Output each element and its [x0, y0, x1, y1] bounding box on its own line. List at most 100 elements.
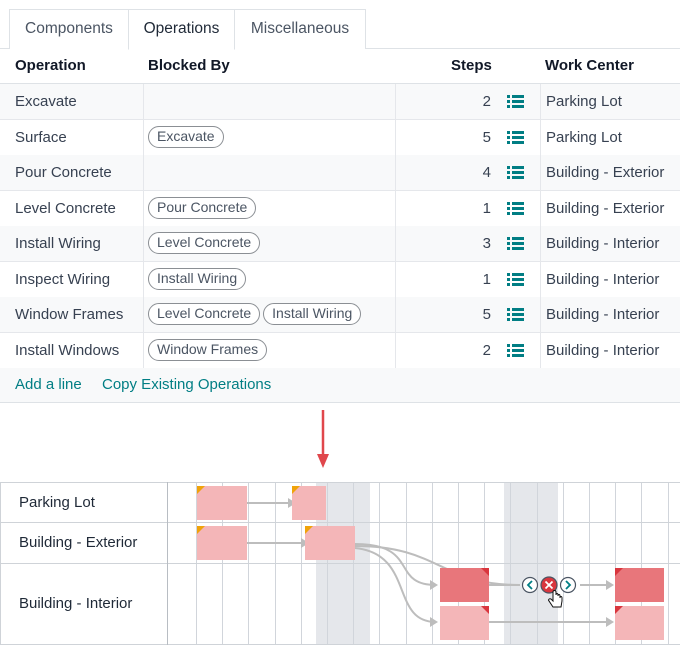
- blocked-by-tags: Excavate: [148, 125, 227, 148]
- gantt-bar-surface[interactable]: [292, 486, 326, 520]
- tab-components[interactable]: Components: [9, 9, 129, 49]
- work-center-name: Building - Interior: [546, 270, 660, 288]
- table-footer: Add a line Copy Existing Operations: [0, 368, 680, 403]
- gantt-bar-pour-concrete[interactable]: [197, 526, 247, 560]
- warning-corner-icon: [305, 526, 313, 534]
- steps-count: 2: [482, 93, 491, 110]
- gantt-row-parking-lot: Parking Lot: [19, 494, 95, 511]
- add-line-link[interactable]: Add a line: [15, 376, 82, 393]
- column-divider: [143, 155, 144, 190]
- table-row[interactable]: Excavate 2 Parking Lot: [0, 84, 680, 120]
- table-row[interactable]: Install Wiring Level Concrete 3 Building - …: [0, 226, 680, 262]
- column-header-operation[interactable]: Operation: [15, 57, 86, 74]
- steps-count: 5: [482, 128, 491, 146]
- blocked-by-tag[interactable]: Window Frames: [148, 338, 268, 361]
- blocked-by-tags: Install Wiring: [148, 267, 249, 290]
- work-center-name: Building - Interior: [546, 306, 660, 323]
- gantt-view: Parking Lot Building - Exterior Building…: [0, 482, 680, 645]
- blocked-by-tag[interactable]: Level Concrete: [148, 303, 261, 325]
- tab-miscellaneous[interactable]: Miscellaneous: [234, 9, 366, 49]
- gantt-bar-window-frames[interactable]: [440, 606, 489, 640]
- steps-list-icon[interactable]: [507, 94, 524, 108]
- column-divider: [143, 226, 144, 261]
- operation-name: Excavate: [15, 93, 77, 110]
- gantt-row-building-interior: Building - Interior: [19, 595, 133, 612]
- blocked-by-tags: Pour Concrete: [148, 196, 259, 219]
- operation-name: Install Wiring: [15, 235, 101, 252]
- connector-remove-button[interactable]: [540, 576, 558, 594]
- connector-prev-button[interactable]: [521, 576, 539, 594]
- blocked-by-tag[interactable]: Install Wiring: [263, 303, 362, 325]
- gantt-bar-inspect-wiring[interactable]: [615, 568, 664, 602]
- danger-corner-icon: [615, 606, 623, 614]
- work-center-name: Parking Lot: [546, 93, 622, 110]
- tab-operations[interactable]: Operations: [128, 9, 235, 50]
- steps-count: 4: [482, 164, 491, 181]
- column-divider: [395, 84, 396, 119]
- operation-name: Pour Concrete: [15, 164, 112, 181]
- table-header: Operation Blocked By Steps Work Center: [0, 49, 680, 84]
- steps-list-icon[interactable]: [507, 236, 524, 250]
- table-row[interactable]: Inspect Wiring Install Wiring 1 Building - …: [0, 261, 680, 298]
- column-header-steps[interactable]: Steps: [451, 57, 492, 74]
- column-header-blocked-by[interactable]: Blocked By: [148, 57, 230, 74]
- table-row[interactable]: Pour Concrete 4 Building - Exterior: [0, 155, 680, 191]
- operation-name: Surface: [15, 128, 67, 146]
- work-center-name: Parking Lot: [546, 128, 622, 146]
- column-divider: [540, 155, 541, 190]
- gantt-bar-level-concrete[interactable]: [305, 526, 355, 560]
- steps-count: 1: [482, 199, 491, 217]
- work-center-name: Building - Exterior: [546, 199, 665, 217]
- column-divider: [540, 297, 541, 332]
- steps-list-icon[interactable]: [507, 307, 524, 321]
- steps-list-icon[interactable]: [507, 201, 524, 215]
- warning-corner-icon: [292, 486, 300, 494]
- work-center-name: Building - Interior: [546, 341, 660, 359]
- column-header-work-center[interactable]: Work Center: [545, 57, 634, 74]
- blocked-by-tag[interactable]: Install Wiring: [148, 267, 247, 290]
- column-divider: [395, 119, 396, 155]
- gantt-grid: [0, 482, 680, 645]
- gantt-row-building-exterior: Building - Exterior: [19, 534, 138, 551]
- danger-corner-icon: [615, 568, 623, 576]
- work-center-name: Building - Exterior: [546, 164, 665, 181]
- blocked-by-tags: Level Concrete: [148, 232, 263, 254]
- blocked-by-tag[interactable]: Level Concrete: [148, 232, 261, 254]
- table-row[interactable]: Level Concrete Pour Concrete 1 Building - E…: [0, 190, 680, 227]
- steps-list-icon[interactable]: [507, 165, 524, 179]
- column-divider: [395, 332, 396, 368]
- connector-next-button[interactable]: [559, 576, 577, 594]
- blocked-by-tags: Level Concrete Install Wiring: [148, 303, 364, 325]
- gantt-bar-excavate[interactable]: [197, 486, 247, 520]
- column-divider: [540, 226, 541, 261]
- table-row[interactable]: Install Windows Window Frames 2 Building - …: [0, 332, 680, 369]
- notebook-tabs: Components Operations Miscellaneous: [0, 0, 680, 50]
- column-divider: [540, 84, 541, 119]
- column-divider: [143, 190, 144, 226]
- column-divider: [540, 332, 541, 368]
- column-divider: [395, 155, 396, 190]
- steps-list-icon[interactable]: [507, 343, 524, 357]
- steps-count: 3: [482, 235, 491, 252]
- danger-corner-icon: [481, 568, 489, 576]
- blocked-by-tag[interactable]: Pour Concrete: [148, 196, 257, 219]
- column-divider: [143, 119, 144, 155]
- steps-count: 5: [482, 306, 491, 323]
- table-row[interactable]: Surface Excavate 5 Parking Lot: [0, 119, 680, 156]
- steps-list-icon[interactable]: [507, 130, 524, 144]
- down-arrow-icon: [317, 410, 329, 468]
- column-divider: [540, 261, 541, 297]
- hand-cursor-icon: [548, 590, 563, 608]
- column-divider: [395, 297, 396, 332]
- gantt-bar-install-windows[interactable]: [615, 606, 664, 640]
- copy-existing-operations-link[interactable]: Copy Existing Operations: [102, 376, 272, 393]
- gantt-bar-install-wiring[interactable]: [440, 568, 489, 602]
- operation-name: Window Frames: [15, 306, 124, 323]
- column-divider: [143, 84, 144, 119]
- steps-count: 2: [482, 341, 491, 359]
- column-divider: [143, 297, 144, 332]
- table-row[interactable]: Window Frames Level Concrete Install Wirin…: [0, 297, 680, 333]
- steps-list-icon[interactable]: [507, 272, 524, 286]
- blocked-by-tag[interactable]: Excavate: [148, 125, 224, 148]
- warning-corner-icon: [197, 526, 205, 534]
